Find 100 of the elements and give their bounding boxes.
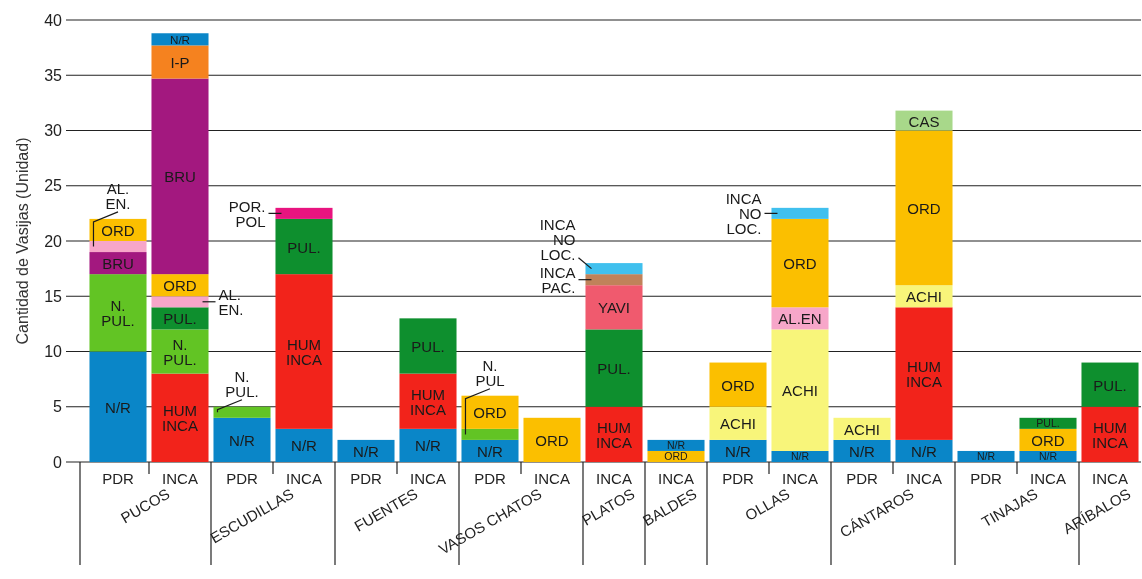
bar [89, 274, 147, 352]
data-label: AL.EN [778, 309, 822, 327]
x-tick-label: PDR [350, 469, 382, 487]
x-tick-label: INCA [906, 469, 942, 487]
data-label: HUM INCA [906, 357, 942, 390]
bar [461, 439, 519, 462]
bar [585, 263, 643, 275]
data-label: ORD [907, 199, 941, 217]
data-label: N/R [666, 439, 686, 452]
data-label: N/R [911, 442, 938, 460]
bar [151, 307, 209, 330]
bar [833, 439, 891, 462]
data-label: INCA NO LOC. [539, 215, 576, 263]
data-label: N. PUL [475, 356, 505, 389]
data-label: HUM INCA [286, 335, 322, 368]
bar [275, 428, 333, 462]
bar [709, 406, 767, 440]
data-label: INCA PAC. [539, 263, 576, 296]
data-label: BRU [102, 254, 134, 272]
x-tick-label: PDR [970, 469, 1002, 487]
data-label: CAS [908, 112, 940, 130]
data-label: N/R [725, 442, 752, 460]
data-label: N. PUL. [225, 367, 259, 400]
x-tick-label: INCA [410, 469, 446, 487]
data-label: ORD [101, 221, 135, 239]
data-label: YAVI [598, 298, 630, 316]
data-label: N/R [477, 442, 504, 460]
data-label: ORD [783, 254, 817, 272]
bar [1081, 362, 1139, 407]
data-label: N. PUL. [101, 296, 135, 329]
bar [89, 241, 147, 253]
x-tick-label: PDR [474, 469, 506, 487]
data-label: PUL. [163, 309, 197, 327]
x-tick-label: INCA [534, 469, 570, 487]
bar [771, 207, 829, 219]
bar [771, 329, 829, 451]
bar [151, 78, 209, 275]
bar [399, 428, 457, 462]
data-label: N/R [229, 431, 256, 449]
data-label: PUL. [287, 238, 321, 256]
x-tick-label: INCA [658, 469, 694, 487]
data-label: PUL. [1036, 417, 1060, 430]
bar [895, 130, 953, 286]
data-label: PUL. [411, 337, 445, 355]
bar [399, 318, 457, 374]
bar [895, 439, 953, 462]
bar [585, 274, 643, 286]
bar [151, 45, 209, 79]
y-tick-label: 0 [53, 453, 63, 471]
bar [151, 329, 209, 374]
data-label: BRU [164, 167, 196, 185]
data-label: N/R [849, 442, 876, 460]
data-label: N/R [291, 436, 318, 454]
data-label: N/R [1038, 450, 1058, 463]
y-tick-label: 25 [44, 177, 63, 195]
data-label: ACHI [782, 381, 818, 399]
data-label: ORD [1031, 431, 1065, 449]
y-tick-label: 35 [44, 66, 63, 84]
y-tick-label: 10 [44, 343, 63, 360]
x-tick-label: INCA [596, 469, 632, 487]
data-label: N/R [415, 436, 442, 454]
bar [275, 207, 333, 219]
data-label: N/R [976, 450, 996, 463]
data-label: HUM INCA [596, 418, 632, 451]
data-label: ORD [163, 276, 197, 294]
data-label: ORD [721, 376, 755, 394]
data-label: N/R [169, 32, 191, 46]
y-tick-label: 40 [44, 11, 63, 29]
data-label: ORD [473, 403, 507, 421]
data-label: HUM INCA [1092, 418, 1128, 451]
data-label: HUM INCA [410, 385, 446, 418]
y-tick-label: 30 [44, 122, 63, 139]
x-tick-label: INCA [162, 469, 198, 487]
data-label: PUL. [1093, 376, 1127, 394]
bar [151, 296, 209, 308]
y-axis-title: Cantidad de Vasijas (Unidad) [13, 137, 31, 345]
y-tick-label: 15 [44, 287, 63, 305]
data-label: N/R [353, 442, 380, 460]
x-tick-label: INCA [782, 469, 818, 487]
bar [709, 362, 767, 407]
bar [461, 428, 519, 440]
bar [337, 439, 395, 462]
x-tick-label: INCA [1092, 469, 1128, 487]
data-label: ACHI [720, 414, 756, 432]
bar [275, 218, 333, 275]
y-tick-label: 5 [53, 398, 63, 416]
data-label: I-P [170, 53, 190, 71]
data-label: PUL. [597, 359, 631, 377]
bar [585, 329, 643, 407]
data-label: HUM INCA [162, 401, 198, 434]
y-tick-label: 20 [44, 232, 63, 250]
bar [709, 439, 767, 462]
x-tick-label: INCA [1030, 469, 1066, 487]
x-tick-label: PDR [226, 469, 258, 487]
x-tick-label: PDR [722, 469, 754, 487]
data-label: N/R [790, 450, 810, 463]
data-label: N/R [105, 398, 132, 416]
bar [523, 417, 581, 462]
data-label: POR. POL [228, 197, 266, 230]
bar [771, 218, 829, 308]
